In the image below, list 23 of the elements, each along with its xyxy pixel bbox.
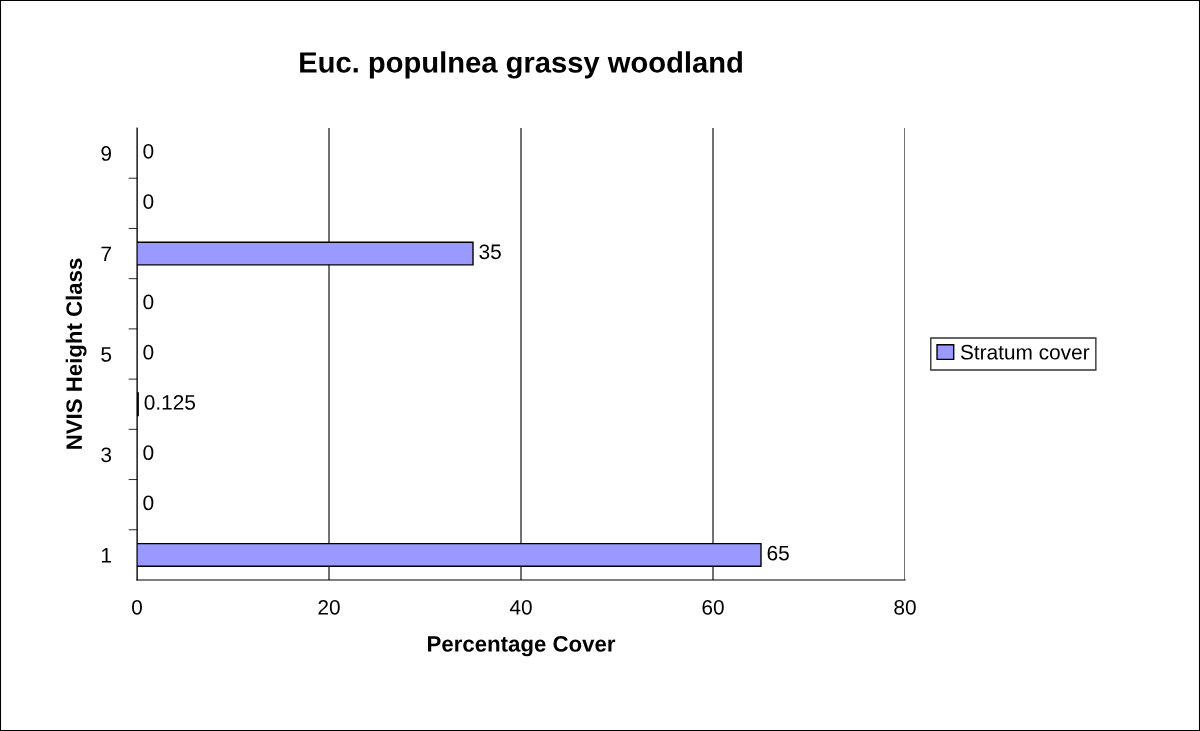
x-tick-label: 80 — [894, 599, 916, 615]
data-label: 0 — [143, 194, 154, 209]
y-tick-label: 7 — [101, 246, 111, 262]
x-tick-label: 20 — [318, 599, 340, 615]
y-tick-label: 9 — [101, 146, 112, 161]
data-label: 65 — [767, 545, 789, 561]
data-label: 0 — [143, 445, 154, 461]
x-tick-label: 60 — [702, 599, 724, 615]
y-tick-label: 3 — [101, 447, 112, 463]
data-label: 0 — [143, 294, 154, 310]
chart-title: Euc. populnea grassy woodland — [300, 51, 742, 79]
x-tick-label: 0 — [132, 599, 142, 615]
y-tick-label: 1 — [102, 548, 111, 563]
y-axis-title: NVIS Height Class — [65, 258, 87, 449]
y-tick-label: 5 — [101, 347, 112, 362]
data-label: 0.125 — [144, 395, 196, 410]
data-label: 0 — [143, 143, 154, 159]
data-label: 0 — [143, 344, 154, 360]
data-label: 0 — [143, 495, 154, 511]
x-tick-label: 40 — [509, 599, 532, 615]
legend-label: Stratum cover — [960, 344, 1090, 360]
x-axis-title: Percentage Cover — [428, 636, 616, 657]
data-label: 35 — [479, 244, 501, 260]
